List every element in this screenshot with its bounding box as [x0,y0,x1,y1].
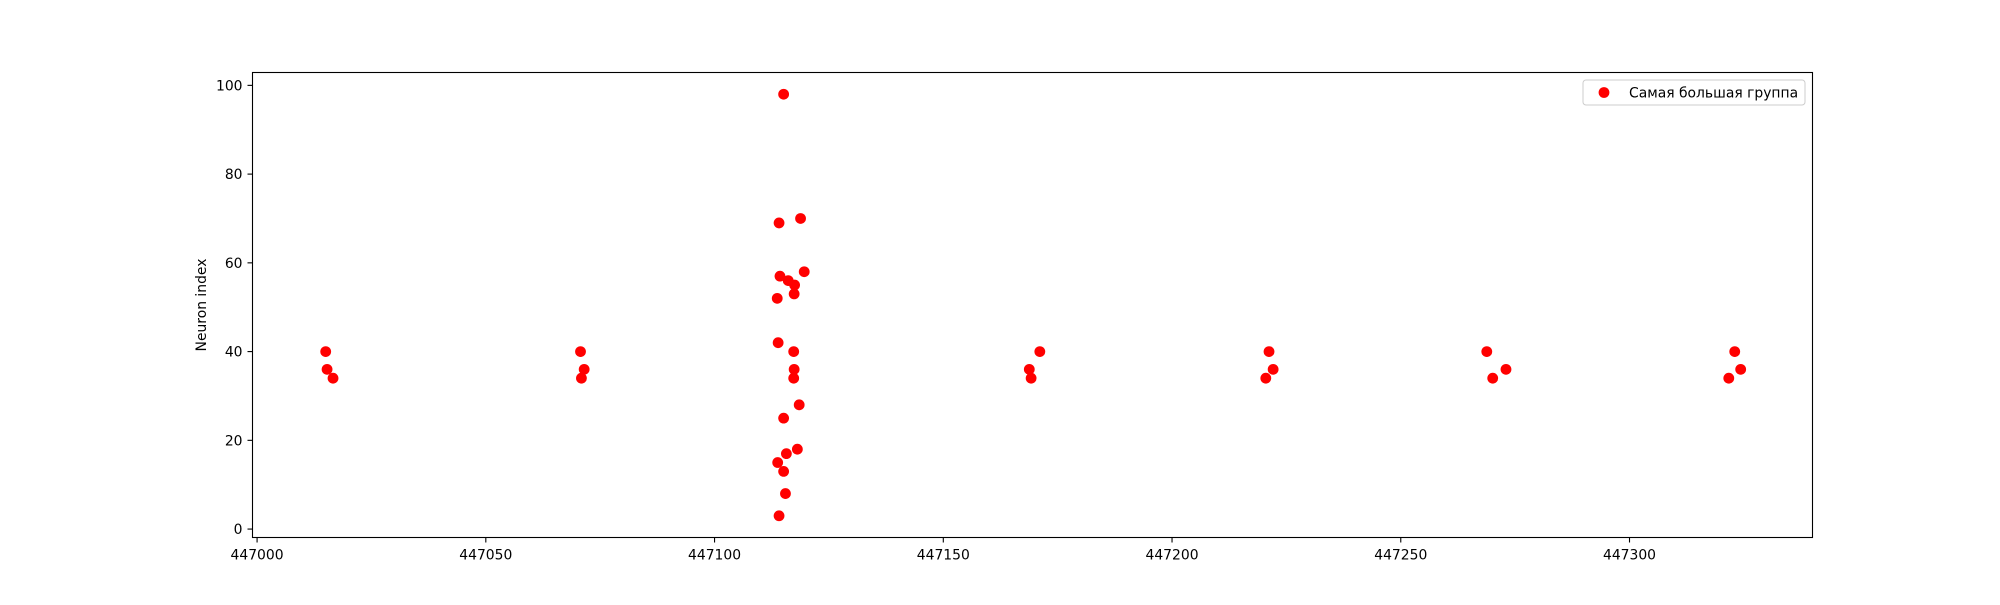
x-tick-label: 447100 [688,548,741,564]
data-point [780,448,792,460]
y-tick-label: 0 [234,522,243,538]
data-point [1023,363,1035,375]
data-point [798,266,810,278]
data-point [791,443,803,455]
x-tick-label: 447300 [1603,548,1656,564]
data-point [772,337,784,349]
data-point [576,372,587,384]
data-point [778,88,790,100]
y-tick-label: 40 [225,345,243,361]
data-point [788,288,800,300]
y-tick-label: 80 [225,167,243,183]
data-point [788,346,800,357]
x-tick-label: 447050 [459,548,512,564]
data-point [788,363,800,375]
x-tick-label: 447250 [1374,548,1427,564]
data-point [1729,346,1741,357]
legend-frame [1582,79,1806,106]
y-tick-label: 20 [225,433,243,449]
data-point [778,412,790,424]
x-tick-label: 447150 [917,548,970,564]
x-tick-label: 447000 [231,548,284,564]
y-axis-label: Neuron index [194,259,210,352]
legend: Самая большая группа [1582,79,1806,106]
data-point [1263,346,1275,357]
data-point [1267,363,1279,375]
data-point [1260,372,1272,384]
data-point [1481,346,1493,357]
x-axis: 447000 447050 447100 447150 447200 447250 4473… [231,537,1656,564]
data-points [320,88,1747,522]
data-point [575,346,586,357]
data-point [793,399,805,411]
data-point [1025,372,1037,384]
plot-frame [251,71,1814,539]
data-point [321,363,333,375]
legend-label: Самая большая группа [1629,86,1798,102]
data-point [773,217,785,229]
data-point [772,457,784,468]
data-point [1500,363,1512,375]
data-point [1735,363,1747,375]
data-point [1034,346,1046,357]
data-point [789,279,801,291]
data-point [773,510,785,522]
data-point [788,372,800,384]
y-tick-label: 100 [216,78,243,94]
legend-marker [1598,87,1610,98]
data-point [578,363,590,375]
data-point [795,213,806,224]
data-point [778,465,790,477]
data-point [327,372,339,384]
data-point [771,292,783,304]
y-tick-label: 60 [225,256,243,272]
data-point [774,270,786,282]
data-point [1487,372,1499,384]
data-point [320,346,332,357]
y-axis: 0 20 40 60 80 100 [216,78,253,538]
data-point [1723,372,1735,384]
x-tick-label: 447200 [1146,548,1199,564]
data-point [780,488,791,499]
